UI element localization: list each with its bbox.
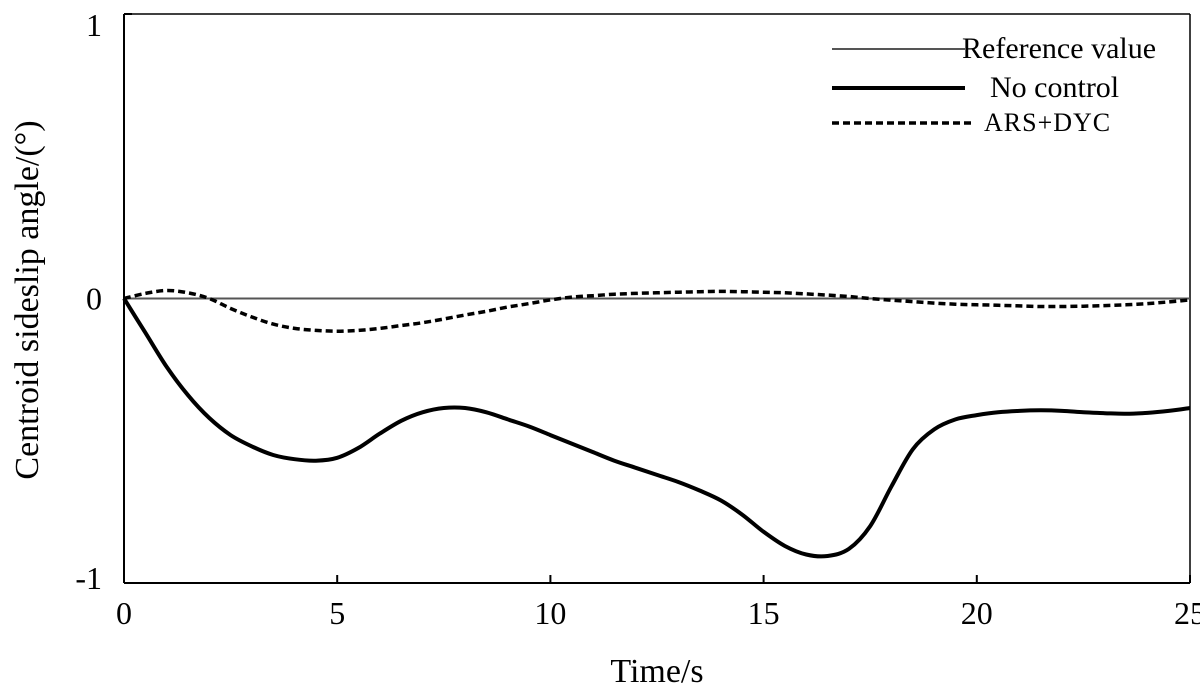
ticks: 0 5 10 15 20 25 -1 0 1 bbox=[75, 7, 1200, 631]
x-axis-title: Time/s bbox=[610, 653, 703, 690]
y-tick-label: -1 bbox=[75, 560, 102, 596]
x-tick-label: 0 bbox=[116, 595, 132, 631]
legend: Reference value No control ARS+DYC bbox=[832, 32, 1156, 137]
x-tick-label: 10 bbox=[534, 595, 566, 631]
series-line-ars-dyc bbox=[123, 288, 1191, 333]
y-tick-label: 1 bbox=[86, 7, 102, 43]
series-layer bbox=[122, 288, 1191, 559]
y-axis-title: Centroid sideslip angle/(°) bbox=[9, 120, 46, 479]
series-line-no-control bbox=[122, 297, 1191, 559]
x-tick-label: 20 bbox=[961, 595, 993, 631]
y-tick-label: 0 bbox=[86, 281, 102, 317]
x-tick-label: 25 bbox=[1174, 595, 1200, 631]
x-tick-label: 5 bbox=[329, 595, 345, 631]
legend-label-reference: Reference value bbox=[962, 32, 1156, 65]
legend-label-no-control: No control bbox=[990, 71, 1119, 104]
legend-label-ars-dyc: ARS+DYC bbox=[984, 108, 1111, 137]
x-tick-label: 15 bbox=[748, 595, 780, 631]
